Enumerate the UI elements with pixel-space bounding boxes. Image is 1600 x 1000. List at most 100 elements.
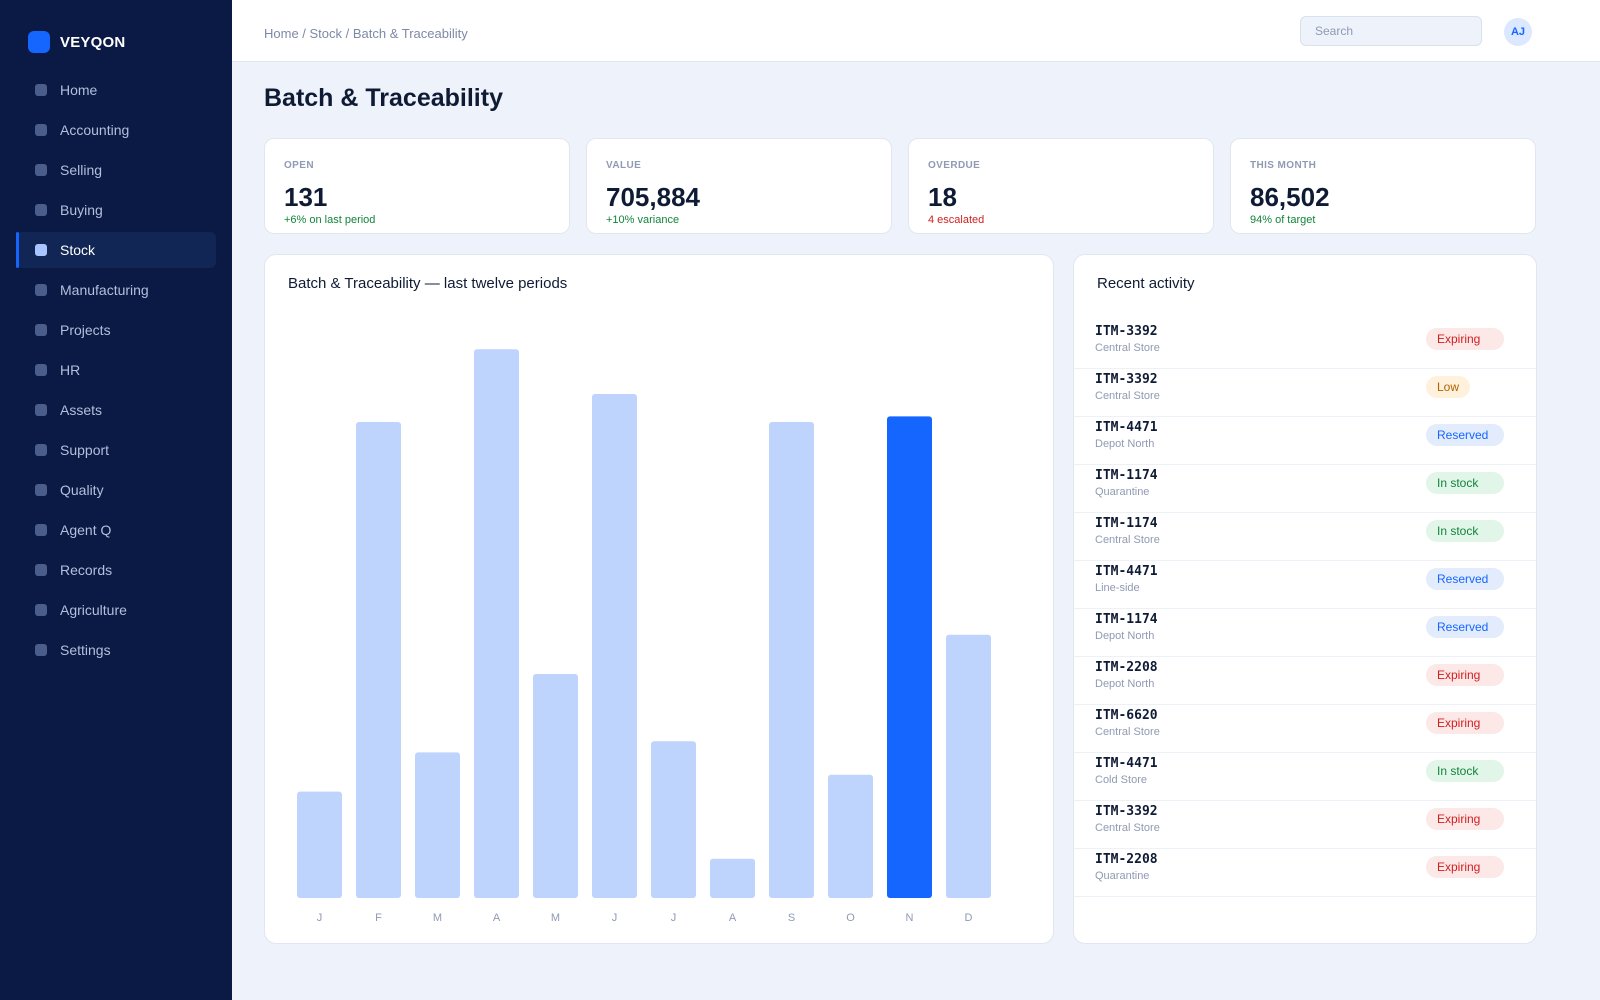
chart-bar-12[interactable] — [946, 634, 991, 898]
sidebar-item-agent-q[interactable]: Agent Q — [16, 512, 216, 548]
sidebar-item-accounting[interactable]: Accounting — [16, 112, 216, 148]
activity-row[interactable]: ITM-3392 Central Store Expiring — [1074, 801, 1536, 849]
sidebar-item-label: Accounting — [60, 122, 130, 138]
item-id: ITM-3392 — [1095, 372, 1158, 387]
status-badge: Expiring — [1426, 328, 1504, 350]
avatar[interactable]: AJ — [1504, 18, 1532, 46]
chart-bar-11[interactable] — [887, 416, 932, 898]
kpi-card: THIS MONTH 86,502 94% of target — [1230, 138, 1536, 234]
x-tick-label: M — [551, 912, 560, 924]
sidebar-item-settings[interactable]: Settings — [16, 632, 216, 668]
item-id: ITM-6620 — [1095, 708, 1158, 723]
sidebar-item-home[interactable]: Home — [16, 72, 216, 108]
nav-square-icon — [35, 204, 47, 216]
activity-row[interactable]: ITM-2208 Depot North Expiring — [1074, 657, 1536, 705]
chart-bar-1[interactable] — [297, 791, 342, 898]
item-location: Quarantine — [1095, 870, 1150, 882]
sidebar-item-label: Stock — [60, 242, 96, 258]
item-location: Quarantine — [1095, 486, 1150, 498]
item-location: Line-side — [1095, 582, 1140, 594]
kpi-card: VALUE 705,884 +10% variance — [586, 138, 892, 234]
sidebar-item-stock[interactable]: Stock — [16, 232, 216, 268]
kpi-value: 131 — [284, 182, 328, 212]
activity-row[interactable]: ITM-6620 Central Store Expiring — [1074, 705, 1536, 753]
sidebar-item-buying[interactable]: Buying — [16, 192, 216, 228]
kpi-value: 705,884 — [606, 182, 700, 212]
sidebar-item-support[interactable]: Support — [16, 432, 216, 468]
item-location: Depot North — [1095, 630, 1155, 642]
sidebar-item-quality[interactable]: Quality — [16, 472, 216, 508]
sidebar: VEYQON Home Accounting Selling Buying Stock M… — [0, 0, 232, 1000]
x-tick-label: J — [612, 912, 618, 924]
activity-row[interactable]: ITM-4471 Cold Store In stock — [1074, 753, 1536, 801]
sidebar-item-label: Records — [60, 562, 113, 578]
brand-logo-icon — [28, 31, 50, 53]
chart-card: J F M A M J J A S O N D Batch & Traceability — last… — [264, 254, 1054, 944]
topbar: Home / Stock / Batch & Traceability AJ — [232, 0, 1600, 62]
chart-bar-9[interactable] — [769, 422, 814, 898]
kpi-label: VALUE — [606, 160, 642, 171]
chart-title: Batch & Traceability — last twelve perio… — [288, 275, 568, 292]
kpi-value: 18 — [928, 182, 957, 212]
status-badge: Reserved — [1426, 568, 1504, 590]
breadcrumb: Home / Stock / Batch & Traceability — [264, 26, 468, 41]
sidebar-item-label: Settings — [60, 642, 111, 658]
status-badge: In stock — [1426, 520, 1504, 542]
brand[interactable]: VEYQON — [28, 31, 125, 53]
chart-bar-8[interactable] — [710, 858, 755, 898]
sidebar-item-hr[interactable]: HR — [16, 352, 216, 388]
item-id: ITM-4471 — [1095, 564, 1158, 579]
chart-bar-2[interactable] — [356, 422, 401, 898]
sidebar-item-selling[interactable]: Selling — [16, 152, 216, 188]
nav-square-icon — [35, 124, 47, 136]
nav-square-icon — [35, 244, 47, 256]
item-location: Central Store — [1095, 726, 1160, 738]
status-badge: Expiring — [1426, 664, 1504, 686]
nav-square-icon — [35, 564, 47, 576]
sidebar-item-manufacturing[interactable]: Manufacturing — [16, 272, 216, 308]
sidebar-item-label: Assets — [60, 402, 103, 418]
sidebar-item-label: Manufacturing — [60, 282, 149, 298]
status-badge: In stock — [1426, 472, 1504, 494]
sidebar-item-records[interactable]: Records — [16, 552, 216, 588]
activity-card: Recent activity ITM-3392 Central Store Exp… — [1073, 254, 1537, 944]
status-badge: In stock — [1426, 760, 1504, 782]
item-id: ITM-2208 — [1095, 660, 1158, 675]
x-tick-label: F — [375, 912, 382, 924]
kpi-delta: +6% on last period — [284, 214, 376, 226]
chart-bar-5[interactable] — [533, 674, 578, 898]
sidebar-item-label: Agent Q — [60, 522, 112, 538]
status-badge: Reserved — [1426, 424, 1504, 446]
sidebar-item-assets[interactable]: Assets — [16, 392, 216, 428]
kpi-delta: 4 escalated — [928, 214, 985, 226]
activity-row[interactable]: ITM-4471 Depot North Reserved — [1074, 417, 1536, 465]
status-badge: Expiring — [1426, 856, 1504, 878]
kpi-label: OPEN — [284, 160, 314, 171]
activity-row[interactable]: ITM-3392 Central Store Low — [1074, 369, 1536, 417]
activity-row[interactable]: ITM-3392 Central Store Expiring — [1074, 321, 1536, 369]
item-id: ITM-1174 — [1095, 468, 1158, 483]
item-id: ITM-4471 — [1095, 756, 1158, 771]
item-id: ITM-1174 — [1095, 612, 1158, 627]
activity-row[interactable]: ITM-1174 Quarantine In stock — [1074, 465, 1536, 513]
chart-bar-4[interactable] — [474, 349, 519, 898]
sidebar-item-projects[interactable]: Projects — [16, 312, 216, 348]
nav-square-icon — [35, 364, 47, 376]
activity-row[interactable]: ITM-4471 Line-side Reserved — [1074, 561, 1536, 609]
sidebar-item-agriculture[interactable]: Agriculture — [16, 592, 216, 628]
nav-square-icon — [35, 644, 47, 656]
item-location: Central Store — [1095, 822, 1160, 834]
chart-bar-6[interactable] — [592, 394, 637, 898]
kpi-value: 86,502 — [1250, 182, 1330, 212]
x-tick-label: A — [493, 912, 501, 924]
activity-row[interactable]: ITM-2208 Quarantine Expiring — [1074, 849, 1536, 897]
search-input[interactable] — [1300, 16, 1482, 46]
chart-bar-10[interactable] — [828, 774, 873, 898]
chart-bar-7[interactable] — [651, 741, 696, 898]
nav-square-icon — [35, 84, 47, 96]
activity-row[interactable]: ITM-1174 Central Store In stock — [1074, 513, 1536, 561]
status-badge: Expiring — [1426, 808, 1504, 830]
chart-bar-3[interactable] — [415, 752, 460, 898]
activity-row[interactable]: ITM-1174 Depot North Reserved — [1074, 609, 1536, 657]
status-badge: Expiring — [1426, 712, 1504, 734]
